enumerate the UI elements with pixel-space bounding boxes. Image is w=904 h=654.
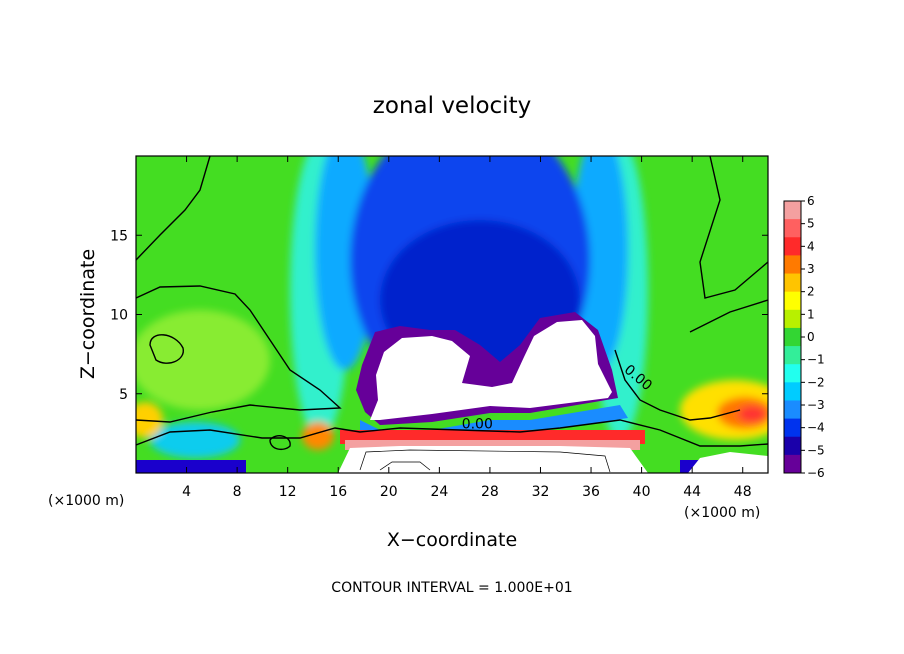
contour-right-mid	[614, 349, 741, 421]
contour-surface	[136, 419, 768, 447]
colorbar: 6 5 4 3 2 1 0 −1 −2 −3 −4 −5 −6	[783, 194, 825, 480]
colorbar-tick-label: 0	[807, 330, 815, 344]
colorbar-tick-label: 6	[807, 194, 815, 208]
field-yellow-left-low	[136, 402, 163, 438]
inner-contours	[359, 449, 611, 473]
colorbar-tick-label: −5	[807, 443, 825, 457]
contour-right-loop	[689, 299, 768, 333]
x-tick-label: 12	[279, 484, 297, 500]
contour-inner-surface	[359, 449, 611, 473]
heatmap-field	[136, 156, 768, 473]
contour-inner-bump	[379, 461, 431, 471]
colorbar-swatch	[784, 273, 801, 293]
colorbar-tick-label: 5	[807, 217, 815, 231]
colorbar-swatch	[784, 309, 801, 329]
contour-left-mid	[136, 285, 342, 423]
colorbar-swatch	[784, 400, 801, 420]
contour-interval-note: CONTOUR INTERVAL = 1.000E+01	[331, 580, 572, 596]
colorbar-tick-label: −2	[807, 375, 825, 389]
x-unit-label-left: (×1000 m)	[48, 493, 124, 509]
colorbar-swatch	[784, 255, 801, 275]
colorbar-swatch	[784, 436, 801, 456]
colorbar-swatch	[784, 237, 801, 256]
y-tick-label: 5	[119, 387, 128, 403]
contour-upper-right	[699, 156, 768, 299]
x-tick-label: 8	[233, 484, 242, 500]
colorbar-swatch	[784, 382, 801, 401]
surface-blue-bottom-left	[136, 460, 246, 473]
colorbar-tick-label: 1	[807, 307, 815, 321]
field-red-right	[738, 406, 766, 422]
colorbar-swatch	[784, 454, 801, 474]
colorbar-tick-label: −3	[807, 398, 825, 412]
colorbar-swatch	[784, 346, 801, 365]
colorbar-swatch	[784, 364, 801, 383]
missing-data-upper	[370, 320, 612, 420]
colorbar-tick-label: −1	[807, 353, 825, 367]
colorbar-tick-label: −6	[807, 466, 825, 480]
field-cyan-left-low	[150, 422, 240, 458]
colorbar-swatch	[784, 327, 801, 347]
missing-data-lower	[338, 446, 648, 473]
x-axis-label: X−coordinate	[387, 529, 517, 551]
x-unit-label-right: (×1000 m)	[684, 505, 760, 521]
field-light-green-left	[136, 310, 270, 410]
contour-label-0: 0.00	[462, 417, 493, 433]
colorbar-swatch	[784, 418, 801, 438]
contour-upper-left	[136, 156, 211, 261]
contour-left-low-loop	[269, 435, 291, 451]
colorbar-swatch	[784, 201, 801, 220]
x-tick-label: 28	[481, 484, 499, 500]
field-sky-right	[572, 156, 628, 370]
x-tick-label: 24	[430, 484, 448, 500]
y-axis-label: Z−coordinate	[77, 249, 99, 379]
x-tick-label: 44	[683, 484, 701, 500]
colorbar-swatch	[784, 219, 801, 238]
zero-contours	[136, 156, 768, 451]
x-tick-label: 48	[734, 484, 752, 500]
colorbar-tick-label: 4	[807, 239, 815, 253]
colorbar-tick-label: 2	[807, 285, 815, 299]
x-tick-label: 40	[633, 484, 651, 500]
chart-title: zonal velocity	[373, 93, 531, 119]
x-tick-label: 16	[329, 484, 347, 500]
y-tick-label: 15	[110, 228, 128, 244]
colorbar-swatch	[784, 291, 801, 311]
y-tick-label: 10	[110, 308, 128, 324]
x-tick-label: 36	[582, 484, 600, 500]
x-tick-label: 32	[532, 484, 550, 500]
colorbar-tick-label: −4	[807, 421, 825, 435]
missing-data-lower-right	[688, 452, 768, 473]
colorbar-tick-label: 3	[807, 262, 815, 276]
pink-band-surface	[345, 440, 640, 450]
contour-left-loop	[149, 334, 184, 364]
blue-rim-bottom	[360, 405, 628, 436]
x-tick-label: 20	[380, 484, 398, 500]
field-orange-mid-low	[302, 422, 334, 450]
x-tick-label: 4	[182, 484, 191, 500]
